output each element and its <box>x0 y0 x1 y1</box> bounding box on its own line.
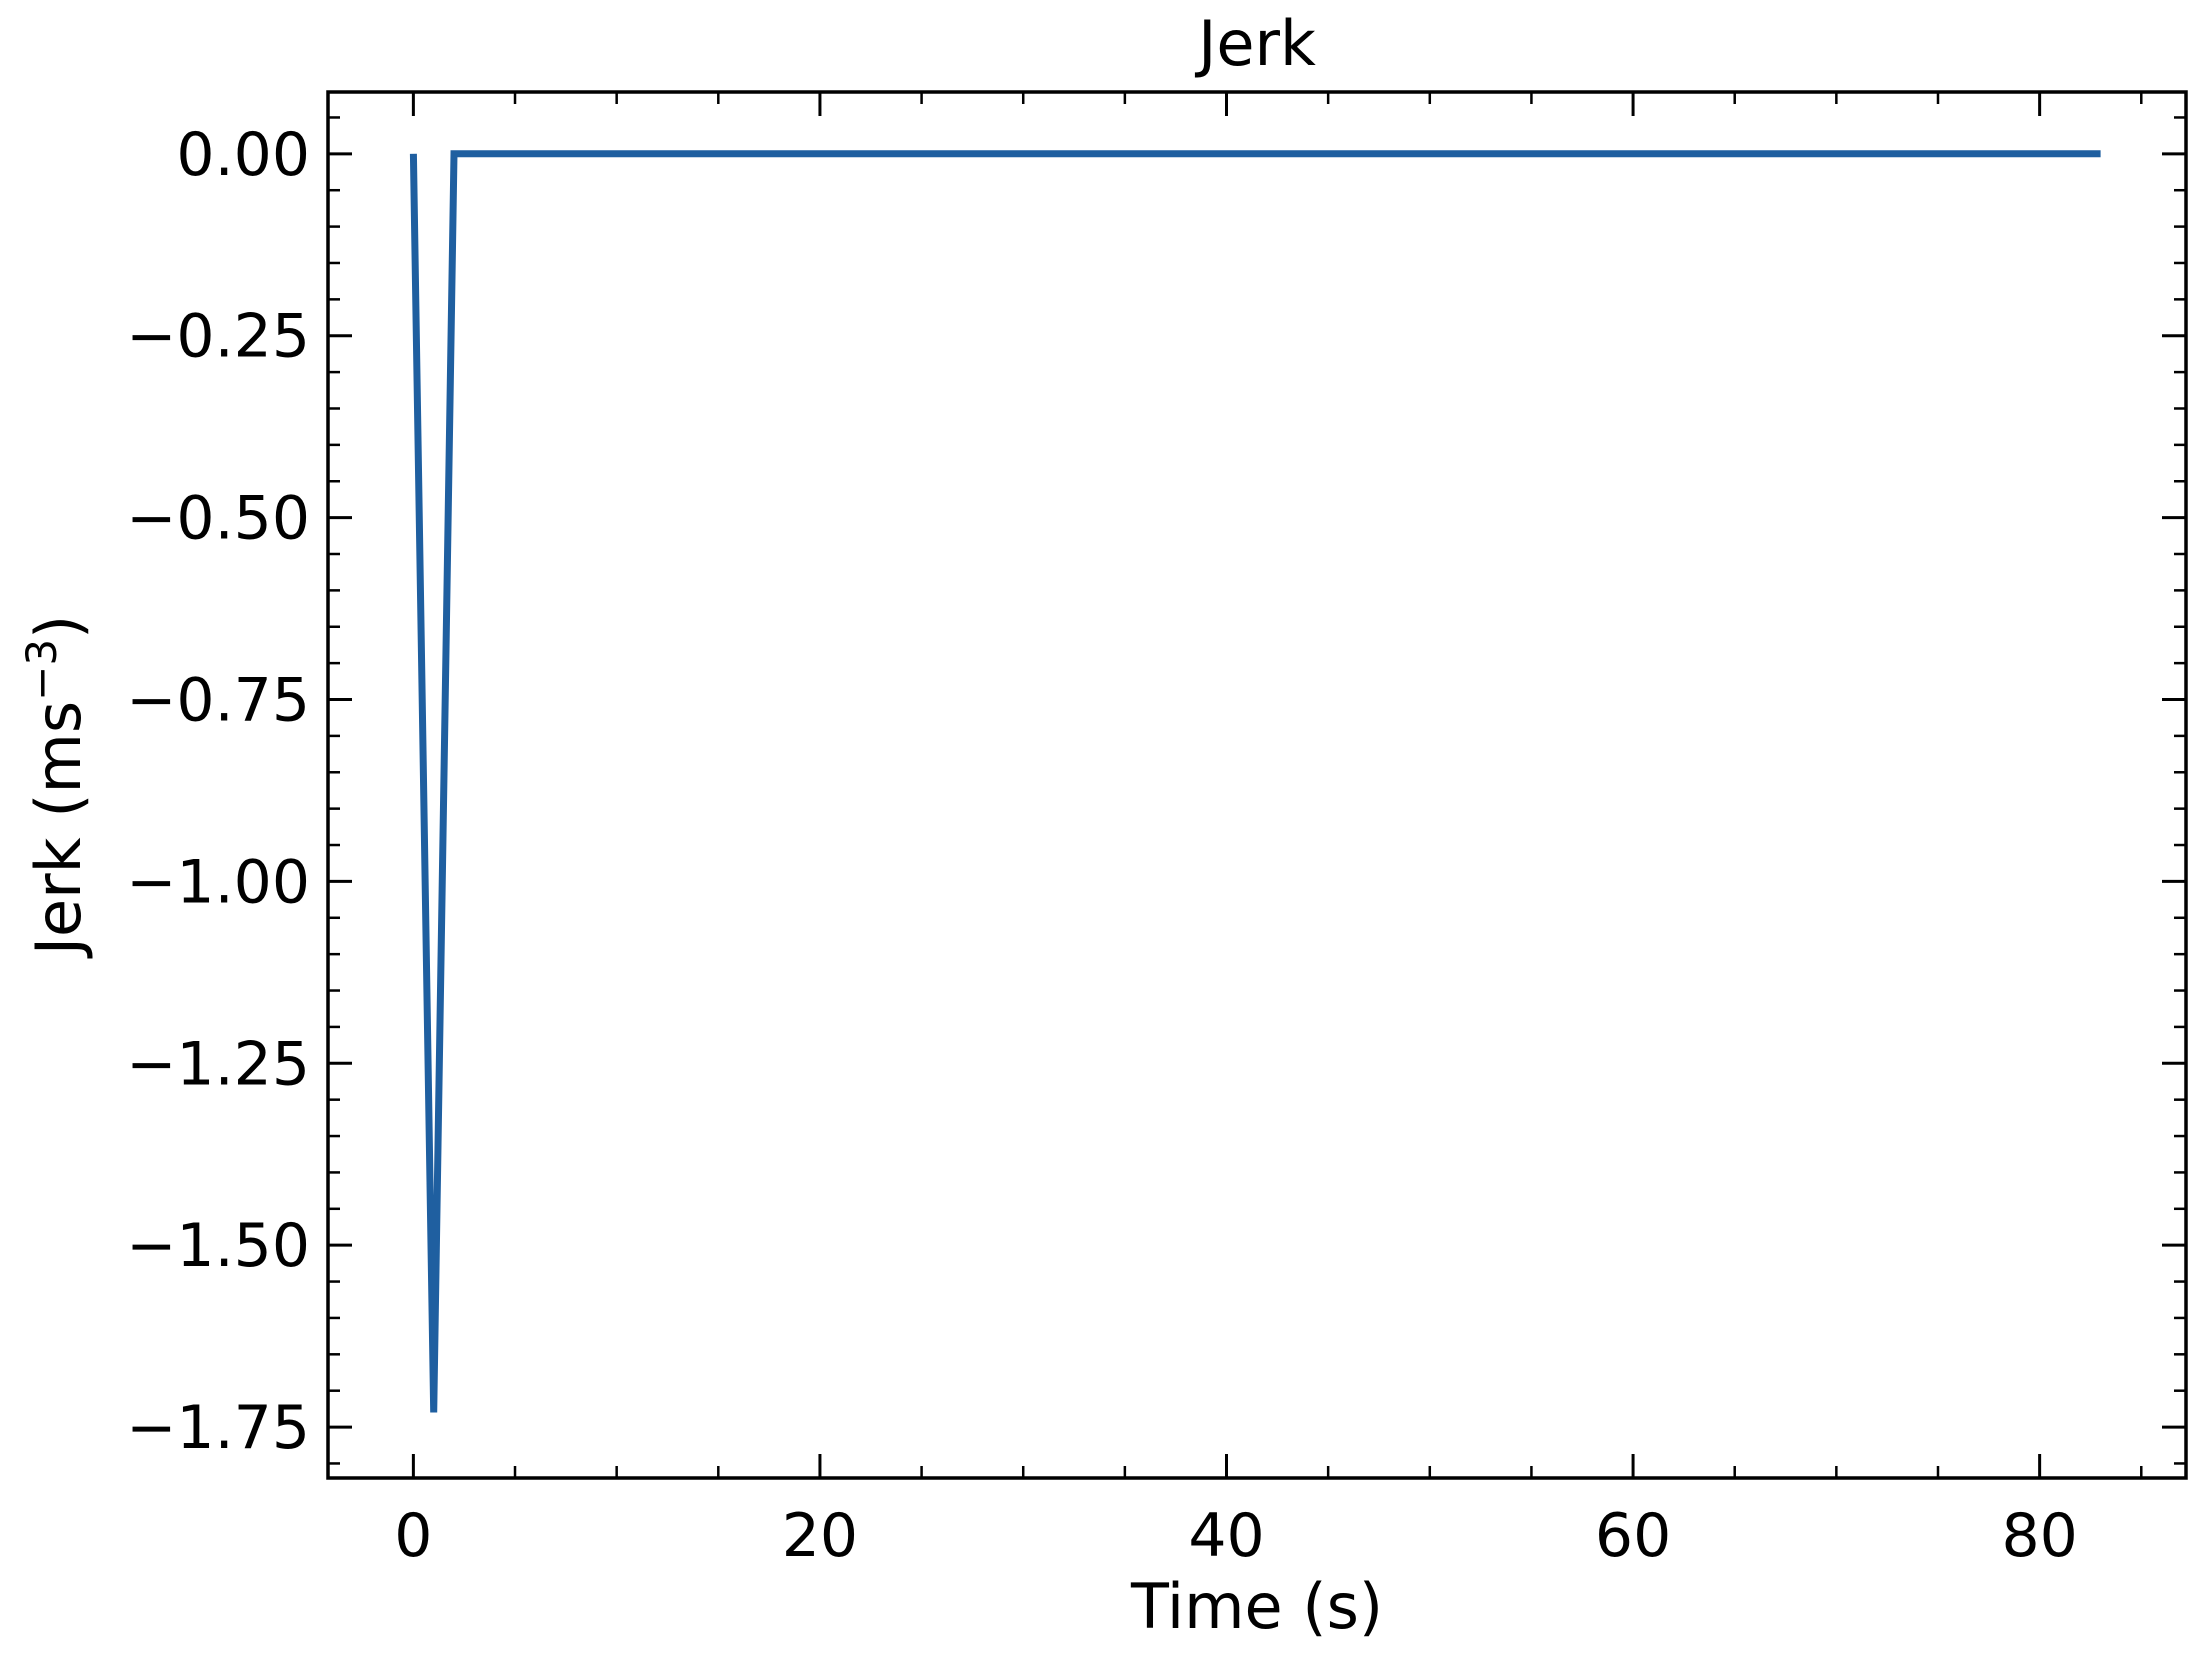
y-axis-title-close: ) <box>22 615 95 639</box>
x-tick-label: 60 <box>1595 1501 1671 1571</box>
y-axis-title: Jerk (ms−3) <box>17 615 95 960</box>
y-axis-title-main: Jerk (ms <box>22 701 95 959</box>
y-tick-label: 0.00 <box>176 120 310 190</box>
x-tick-label: 40 <box>1188 1501 1264 1571</box>
x-tick-label: 20 <box>782 1501 858 1571</box>
y-axis-title-exponent: −3 <box>17 639 66 701</box>
y-tick-label: −1.25 <box>126 1029 310 1099</box>
x-axis-ticks: 0 20 40 60 80 <box>394 92 2143 1571</box>
series-line-jerk <box>409 150 2101 1413</box>
x-axis-title: Time (s) <box>1130 1570 1383 1643</box>
y-tick-label: −0.75 <box>126 666 310 736</box>
axes-frame <box>326 90 2188 1480</box>
y-tick-label: −0.25 <box>126 302 310 372</box>
x-tick-label: 80 <box>2001 1501 2077 1571</box>
x-tick-label: 0 <box>394 1501 432 1571</box>
chart-title: Jerk <box>1194 7 1316 80</box>
y-tick-label: −0.50 <box>126 484 310 554</box>
y-tick-label: −1.00 <box>126 847 310 917</box>
y-tick-label: −1.50 <box>126 1211 310 1281</box>
plot-area <box>409 150 2101 1413</box>
y-axis-ticks: 0.00 −0.25 −0.50 −0.75 −1.00 −1.25 −1.50 −1.75 <box>126 116 2186 1465</box>
y-tick-label: −1.75 <box>126 1393 310 1463</box>
